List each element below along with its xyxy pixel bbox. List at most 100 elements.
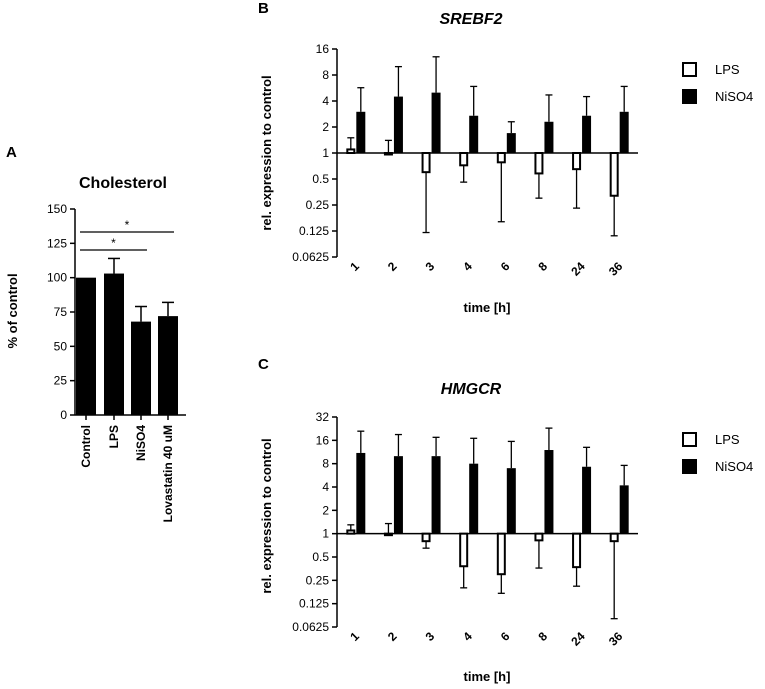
panel-a-y-tick-label: 25 [54, 374, 68, 388]
panel-b-bar-niso4-6h [506, 133, 516, 153]
panel-c-y-tick-label: 4 [322, 480, 329, 494]
panel-c-title: HMGCR [441, 381, 502, 398]
panel-c-y-tick-label: 0.125 [299, 597, 329, 611]
panel-c-x-tick-label: 36 [606, 629, 626, 649]
panel-a-bar-lps [104, 273, 124, 415]
panel-b-bar-lps-1h [346, 148, 356, 155]
panel-c: C HMGCR rel. expression to control time … [258, 356, 753, 684]
legend-swatch-lps [682, 62, 697, 77]
panel-c-y-tick-label: 16 [316, 433, 330, 447]
panel-b-x-tick-label: 1 [347, 259, 362, 274]
panel-a-bar-niso4 [131, 321, 151, 415]
panel-b: B SREBF2 rel. expression to control time… [258, 0, 753, 315]
panel-b-bar-niso4-36h [619, 111, 629, 153]
legend-label-lps: LPS [715, 432, 740, 447]
panel-c-bar-niso4-24h [582, 466, 592, 534]
panel-b-y-tick-label: 2 [322, 120, 329, 134]
panel-b-y-tick-label: 16 [316, 42, 330, 56]
panel-b-x-tick-label: 36 [606, 259, 626, 279]
panel-b-bar-niso4-4h [469, 115, 479, 153]
panel-b-x-tick-label: 24 [568, 259, 588, 279]
panel-b-bar-lps-6h [496, 152, 506, 164]
panel-c-y-tick-label: 32 [316, 410, 330, 424]
panel-b-y-tick-label: 4 [322, 94, 329, 108]
panel-c-x-tick-label: 2 [385, 629, 400, 644]
panel-a-y-tick-label: 125 [47, 236, 67, 250]
panel-b-legend: LPS NiSO4 [682, 62, 753, 104]
panel-c-y-tick-label: 0.5 [312, 550, 329, 564]
legend-label-niso4: NiSO4 [715, 459, 753, 474]
panel-b-y-tick-label: 1 [322, 146, 329, 160]
panel-b-bar-lps-4h [459, 152, 469, 167]
panel-a-x-tick-label: LPS [107, 425, 121, 448]
legend-swatch-lps [682, 432, 697, 447]
panel-c-bar-lps-24h [572, 532, 582, 569]
panel-a-x-tick-label: NiSO4 [134, 425, 148, 461]
panel-c-bar-lps-2h [383, 532, 393, 537]
panel-b-bar-niso4-1h [356, 111, 366, 153]
legend-label-lps: LPS [715, 62, 740, 77]
panel-b-x-tick-label: 6 [498, 259, 513, 274]
panel-a-y-tick-label: 100 [47, 271, 67, 285]
panel-b-x-label: time [h] [464, 300, 511, 315]
panel-c-bar-lps-4h [459, 532, 469, 568]
panel-c-bar-niso4-36h [619, 485, 629, 534]
panel-c-bar-niso4-8h [544, 450, 554, 534]
panel-b-bar-lps-24h [572, 152, 582, 171]
panel-c-bar-niso4-2h [393, 456, 403, 534]
panel-b-bar-lps-2h [383, 152, 393, 156]
panel-a-x-tick-label: Lovastatin 40 uM [161, 425, 175, 522]
panel-b-x-tick-label: 3 [423, 259, 438, 274]
panel-c-x-tick-label: 24 [568, 629, 588, 649]
panel-b-y-tick-label: 0.0625 [292, 250, 329, 264]
panel-c-bar-niso4-1h [356, 452, 366, 534]
panel-c-letter: C [258, 356, 269, 373]
panel-b-bar-niso4-24h [582, 115, 592, 153]
panel-b-x-tick-label: 8 [535, 259, 550, 274]
panel-a-significance-star: * [125, 218, 130, 232]
panel-c-bar-niso4-3h [431, 456, 441, 534]
panel-b-bar-niso4-3h [431, 92, 441, 153]
panel-c-bar-lps-36h [609, 532, 619, 543]
panel-b-bar-lps-8h [534, 152, 544, 175]
panel-c-bar-lps-6h [496, 532, 506, 576]
panel-b-y-tick-label: 0.125 [299, 224, 329, 238]
panel-b-y-tick-label: 0.25 [306, 198, 330, 212]
panel-c-bar-lps-8h [534, 532, 544, 542]
panel-a-title: Cholesterol [79, 175, 167, 192]
panel-c-x-tick-label: 1 [347, 629, 362, 644]
panel-a-y-tick-label: 150 [47, 202, 67, 216]
panel-b-letter: B [258, 0, 269, 17]
panel-c-y-tick-label: 0.0625 [292, 620, 329, 634]
panel-c-y-tick-label: 0.25 [306, 573, 330, 587]
panel-b-title: SREBF2 [439, 11, 502, 28]
panel-b-x-tick-label: 2 [385, 259, 400, 274]
legend-swatch-niso4 [682, 89, 697, 104]
panel-b-x-tick-label: 4 [460, 259, 475, 274]
panel-a-significance-star: * [111, 236, 116, 250]
panel-c-x-label: time [h] [464, 669, 511, 684]
panel-c-legend: LPS NiSO4 [682, 432, 753, 474]
panel-a-bar-lovastatin-40-um [158, 316, 178, 415]
panel-a-bar-control [76, 277, 96, 415]
panel-c-y-label: rel. expression to control [259, 438, 274, 593]
panel-b-y-label: rel. expression to control [259, 75, 274, 230]
panel-c-bar-niso4-6h [506, 468, 516, 534]
panel-c-x-tick-label: 6 [498, 629, 513, 644]
panel-a-y-tick-label: 50 [54, 339, 68, 353]
panel-c-y-tick-label: 1 [322, 527, 329, 541]
panel-b-bar-lps-36h [609, 152, 619, 197]
panel-c-x-tick-label: 8 [535, 629, 550, 644]
panel-c-y-tick-label: 2 [322, 503, 329, 517]
legend-label-niso4: NiSO4 [715, 89, 753, 104]
panel-a-y-tick-label: 0 [60, 408, 67, 422]
panel-c-x-tick-label: 3 [423, 629, 438, 644]
panel-a-y-label: % of control [5, 273, 20, 348]
panel-b-bar-lps-3h [421, 152, 431, 174]
panel-c-bar-lps-1h [346, 529, 356, 535]
panel-c-y-tick-label: 8 [322, 457, 329, 471]
panel-b-bar-niso4-2h [393, 96, 403, 153]
panel-a-y-tick-label: 75 [54, 305, 68, 319]
panel-b-bar-niso4-8h [544, 121, 554, 153]
